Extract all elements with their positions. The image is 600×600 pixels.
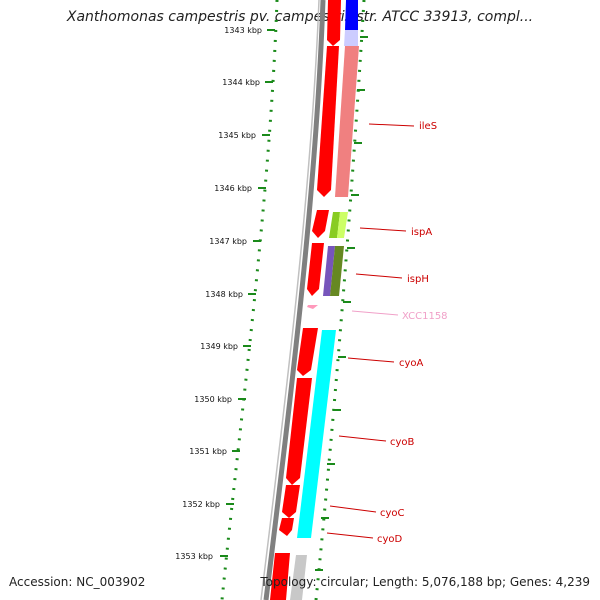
cds-arrow	[317, 46, 339, 197]
tick-label: 1345 kbp	[218, 131, 256, 140]
tick-label: 1350 kbp	[194, 395, 232, 404]
scale-ring-outer	[314, 0, 366, 600]
gene-label-XCC1158[interactable]: XCC1158	[402, 311, 448, 322]
cds-arrow	[327, 0, 341, 46]
genome-summary: Topology: circular; Length: 5,076,188 bp…	[260, 575, 590, 589]
tick-labels: 1343 kbp 1344 kbp 1345 kbp 1346 kbp 1347…	[175, 26, 262, 561]
genome-backbone	[263, 0, 326, 600]
gene-label-ispH[interactable]: ispH	[407, 274, 429, 285]
tick-label: 1352 kbp	[182, 500, 220, 509]
gene-labels: ileS ispA ispH XCC1158 cyoA cyoB cyoC cy…	[377, 121, 448, 545]
cds-arrow	[282, 485, 300, 518]
tick-label: 1344 kbp	[222, 78, 260, 87]
tick-label: 1346 kbp	[214, 184, 252, 193]
feature-bars	[290, 0, 359, 600]
cds-arrow	[286, 378, 312, 485]
gene-label-cyoD[interactable]: cyoD	[377, 534, 403, 545]
map-title: Xanthomonas campestris pv. campestris st…	[66, 9, 534, 25]
tick-label: 1353 kbp	[175, 552, 213, 561]
cds-track	[270, 0, 341, 600]
gene-label-ileS[interactable]: ileS	[419, 121, 437, 132]
tick-marks	[220, 29, 368, 571]
tick-label: 1348 kbp	[205, 290, 243, 299]
tick-label: 1347 kbp	[209, 237, 247, 246]
cds-arrow	[270, 553, 290, 600]
gene-label-cyoA[interactable]: cyoA	[399, 358, 424, 369]
gene-label-ispA[interactable]: ispA	[411, 227, 432, 238]
tick-label: 1349 kbp	[200, 342, 238, 351]
gene-leaders	[326, 123, 415, 539]
cds-arrow	[279, 518, 294, 536]
genome-backbone-shade	[260, 0, 320, 600]
tick-label: 1351 kbp	[189, 447, 227, 456]
gene-label-cyoC[interactable]: cyoC	[380, 508, 405, 519]
cds-arrow	[312, 210, 329, 238]
tick-label: 1343 kbp	[224, 26, 262, 35]
cds-arrow	[297, 328, 318, 376]
accession-label: Accession: NC_003902	[9, 575, 146, 589]
cds-arrow	[307, 243, 324, 296]
scale-ring-inner	[220, 0, 279, 600]
gene-label-cyoB[interactable]: cyoB	[390, 437, 415, 448]
cds-arrow	[307, 305, 318, 309]
